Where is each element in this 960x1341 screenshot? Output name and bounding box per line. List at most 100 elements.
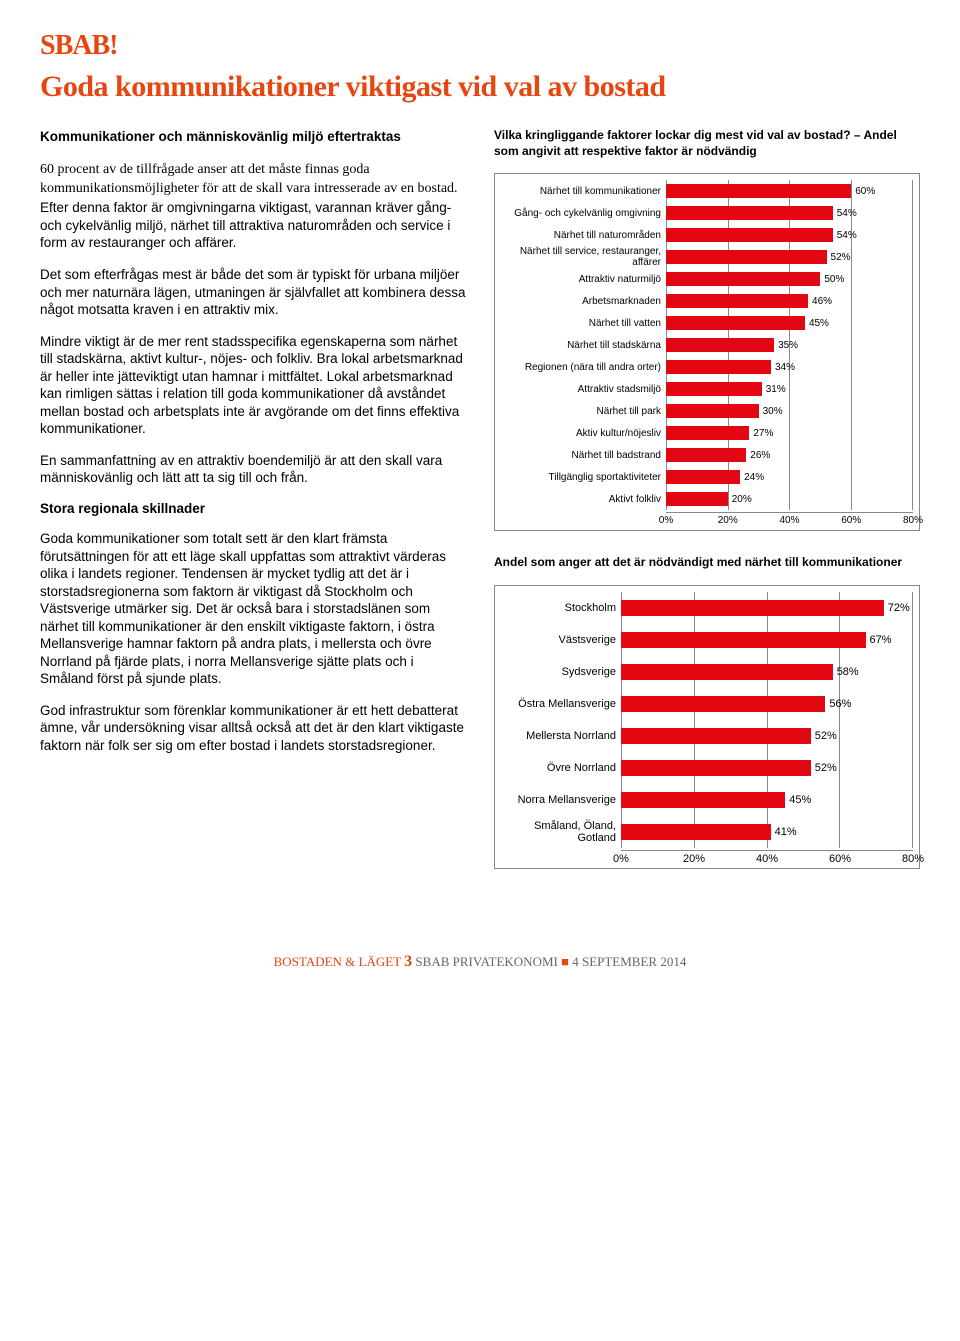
chart-row: Mellersta Norrland 52% — [501, 720, 913, 752]
paragraph-3: Mindre viktigt är de mer rent stadsspeci… — [40, 333, 470, 438]
chart-bar-label: Mellersta Norrland — [501, 730, 621, 742]
chart-x-tick: 80% — [903, 515, 923, 526]
chart-bar-value: 24% — [740, 472, 764, 483]
chart-bar-value: 27% — [749, 428, 773, 439]
chart-bar-value: 30% — [759, 406, 783, 417]
chart-row: Attraktiv stadsmiljö 31% — [501, 378, 913, 400]
chart-bar — [666, 448, 746, 462]
chart-row: Regionen (nära till andra orter)34% — [501, 356, 913, 378]
content-columns: Kommunikationer och människovänlig miljö… — [40, 128, 920, 893]
chart-bar-label: Sydsverige — [501, 666, 621, 678]
chart-bar-value: 26% — [746, 450, 770, 461]
chart-bar-label: Närhet till naturområden — [501, 230, 666, 241]
chart-bar — [666, 470, 740, 484]
chart-bar-label: Aktiv kultur/nöjesliv — [501, 428, 666, 439]
chart-x-axis: 0%20%40%60%80% — [666, 512, 913, 526]
chart-row: Närhet till service, restauranger, affär… — [501, 246, 913, 268]
chart-bar — [666, 382, 762, 396]
chart-bar-value: 31% — [762, 384, 786, 395]
chart-x-tick: 40% — [756, 853, 778, 865]
chart1: Närhet till kommunikationer60%Gång- och … — [494, 173, 920, 531]
chart-bar-value: 41% — [771, 826, 797, 838]
chart-bar-label: Östra Mellansverige — [501, 698, 621, 710]
chart-bar — [621, 664, 833, 680]
chart-row: Närhet till vatten 45% — [501, 312, 913, 334]
chart-bar-value: 45% — [785, 794, 811, 806]
chart-x-tick: 0% — [613, 853, 629, 865]
chart-bar — [666, 206, 833, 220]
chart-row: Övre Norrland52% — [501, 752, 913, 784]
chart-bar-value: 34% — [771, 362, 795, 373]
chart-bar-value: 46% — [808, 296, 832, 307]
chart-x-tick: 60% — [841, 515, 861, 526]
chart-row: Gång- och cykelvänlig omgivning54% — [501, 202, 913, 224]
chart-bar — [666, 250, 827, 264]
chart-bar — [621, 600, 884, 616]
chart-bar-value: 52% — [827, 252, 851, 263]
chart-row: Närhet till kommunikationer60% — [501, 180, 913, 202]
chart-row: Stockholm 72% — [501, 592, 913, 624]
footer-mid: SBAB PRIVATEKONOMI — [415, 954, 557, 969]
paragraph-6: God infrastruktur som förenklar kommunik… — [40, 702, 470, 755]
chart-row: Närhet till badstrand26% — [501, 444, 913, 466]
chart-x-tick: 80% — [902, 853, 924, 865]
chart-bar-label: Arbetsmarknaden — [501, 296, 666, 307]
chart1-title: Vilka kringliggande faktorer lockar dig … — [494, 128, 920, 159]
subheading: Kommunikationer och människovänlig miljö… — [40, 128, 470, 146]
chart-column: Vilka kringliggande faktorer lockar dig … — [494, 128, 920, 893]
chart-row: Arbetsmarknaden 46% — [501, 290, 913, 312]
chart-bar — [621, 632, 866, 648]
chart-x-tick: 40% — [779, 515, 799, 526]
chart-x-tick: 60% — [829, 853, 851, 865]
chart-bar — [666, 294, 808, 308]
chart-bar-value: 72% — [884, 602, 910, 614]
chart-row: Småland, Öland, Gotland 41% — [501, 816, 913, 848]
chart-bar — [666, 316, 805, 330]
chart-bar — [666, 404, 759, 418]
lead-text: 60 procent av de tillfrågade anser att d… — [40, 162, 458, 197]
chart-bar-label: Närhet till vatten — [501, 318, 666, 329]
chart-bar-value: 60% — [851, 186, 875, 197]
chart-row: Östra Mellansverige 56% — [501, 688, 913, 720]
chart-bar-label: Attraktiv naturmiljö — [501, 274, 666, 285]
chart-bar-label: Småland, Öland, Gotland — [501, 820, 621, 844]
chart-bar-value: 67% — [866, 634, 892, 646]
text-column: Kommunikationer och människovänlig miljö… — [40, 128, 470, 893]
footer-page-num: 3 — [404, 953, 412, 970]
chart-bar-label: Stockholm — [501, 602, 621, 614]
chart-row: Norra Mellansverige 45% — [501, 784, 913, 816]
footer-left: BOSTADEN & LÄGET — [274, 954, 401, 969]
chart-bar-value: 20% — [728, 494, 752, 505]
chart-bar-label: Närhet till park — [501, 406, 666, 417]
logo: SBAB! — [40, 30, 920, 62]
chart-row: Närhet till park 30% — [501, 400, 913, 422]
chart-bar — [666, 338, 774, 352]
chart-bar-value: 54% — [833, 208, 857, 219]
chart-bar — [666, 184, 851, 198]
chart-x-tick: 0% — [659, 515, 673, 526]
chart-bar-label: Aktivt folkliv — [501, 494, 666, 505]
lead-paragraph: 60 procent av de tillfrågade anser att d… — [40, 160, 470, 252]
chart-row: Västsverige 67% — [501, 624, 913, 656]
chart-row: Attraktiv naturmiljö50% — [501, 268, 913, 290]
chart-bar-label: Attraktiv stadsmiljö — [501, 384, 666, 395]
chart-bar-value: 52% — [811, 730, 837, 742]
chart-bar — [666, 360, 771, 374]
chart-bar — [621, 792, 785, 808]
para1-text: Efter denna faktor är omgivningarna vikt… — [40, 200, 451, 250]
chart-bar-value: 45% — [805, 318, 829, 329]
chart-bar-value: 52% — [811, 762, 837, 774]
chart-row: Närhet till stadskärna35% — [501, 334, 913, 356]
chart-bar — [666, 272, 820, 286]
footer-separator-icon: ■ — [561, 954, 569, 969]
chart-bar-label: Västsverige — [501, 634, 621, 646]
chart-row: Närhet till naturområden54% — [501, 224, 913, 246]
chart-bar — [621, 696, 825, 712]
chart-bar-value: 56% — [825, 698, 851, 710]
chart-x-tick: 20% — [683, 853, 705, 865]
paragraph-2: Det som efterfrågas mest är både det som… — [40, 266, 470, 319]
chart-bar — [666, 492, 728, 506]
chart-bar-value: 35% — [774, 340, 798, 351]
chart-bar-label: Norra Mellansverige — [501, 794, 621, 806]
footer-date: 4 SEPTEMBER 2014 — [572, 954, 686, 969]
